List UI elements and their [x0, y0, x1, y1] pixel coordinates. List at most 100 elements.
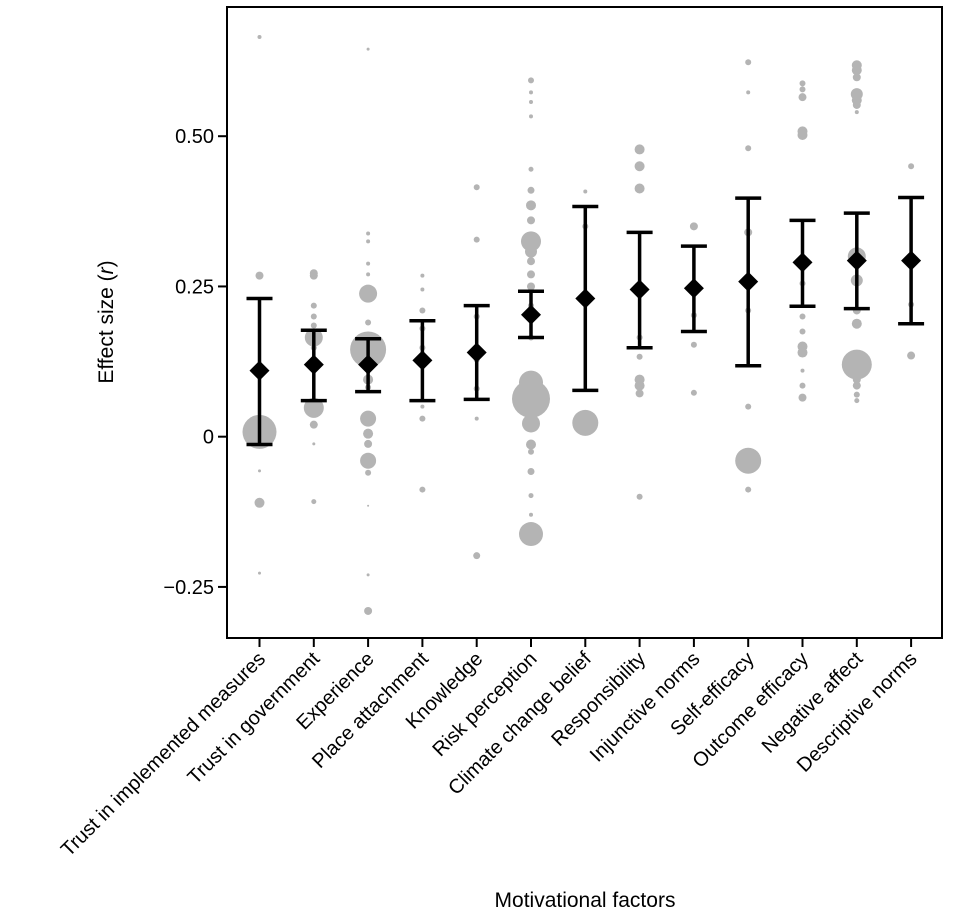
study-point	[365, 469, 372, 476]
study-point	[636, 353, 643, 360]
study-point	[257, 35, 262, 40]
study-point	[303, 397, 324, 418]
study-point	[689, 222, 698, 231]
study-point	[735, 447, 762, 474]
study-point	[690, 389, 697, 396]
study-point	[527, 282, 535, 291]
study-point	[527, 257, 535, 266]
study-point	[852, 100, 861, 109]
y-tick-label: −0.25	[163, 577, 214, 599]
study-point	[360, 452, 377, 469]
study-point	[527, 186, 535, 194]
study-point	[525, 245, 537, 258]
study-point	[528, 493, 534, 499]
study-point	[473, 184, 480, 191]
study-point	[359, 284, 378, 303]
x-axis-title: Motivational factors	[495, 889, 676, 912]
mean-marker	[575, 288, 596, 309]
study-point	[366, 231, 371, 236]
study-point	[473, 552, 481, 560]
study-point	[367, 504, 370, 507]
study-point	[258, 571, 261, 575]
study-point	[852, 375, 861, 384]
study-point	[853, 391, 860, 398]
study-point	[798, 93, 807, 102]
study-point	[745, 59, 752, 66]
mean-marker	[412, 350, 433, 371]
study-points	[242, 35, 918, 615]
study-point	[366, 47, 370, 51]
study-point	[854, 110, 859, 115]
study-point	[583, 189, 588, 194]
study-point	[528, 166, 534, 172]
study-point	[527, 468, 535, 476]
study-point	[745, 145, 752, 152]
study-point	[419, 486, 426, 493]
study-point	[841, 349, 872, 380]
study-point	[529, 512, 533, 517]
study-point	[364, 606, 373, 615]
x-tick-label: Trust in implemented measures	[57, 648, 270, 861]
study-point	[310, 322, 317, 329]
study-point	[634, 380, 645, 391]
study-point	[366, 272, 371, 277]
study-point	[310, 313, 317, 320]
study-point	[799, 313, 806, 320]
study-point	[474, 416, 479, 421]
study-point	[309, 271, 318, 280]
mean-marker	[521, 304, 541, 325]
study-point	[799, 382, 806, 389]
study-point	[311, 499, 317, 505]
study-point	[526, 439, 536, 450]
study-point	[309, 420, 318, 429]
mean-marker	[738, 271, 759, 292]
y-tick-label: 0.50	[175, 126, 214, 148]
study-point	[634, 161, 645, 172]
study-point	[420, 287, 425, 292]
study-point	[254, 497, 265, 508]
y-tick-label: 0.25	[175, 276, 214, 298]
study-point	[528, 77, 534, 84]
study-point	[312, 442, 316, 446]
study-point	[366, 573, 370, 577]
study-point	[521, 231, 541, 252]
mean-marker	[683, 278, 704, 299]
study-point	[419, 415, 426, 422]
study-point	[529, 90, 533, 95]
study-point	[908, 163, 915, 170]
study-point	[797, 130, 808, 141]
study-point	[529, 99, 533, 104]
study-point	[634, 183, 645, 194]
study-point	[528, 448, 534, 455]
study-point	[420, 404, 425, 409]
study-point	[526, 200, 536, 211]
study-point	[360, 410, 377, 427]
study-point	[746, 90, 751, 95]
study-point	[798, 393, 807, 402]
study-point	[800, 368, 805, 373]
study-point	[364, 439, 373, 448]
study-point	[527, 270, 535, 279]
study-point	[529, 114, 533, 119]
study-point	[363, 428, 374, 439]
study-point	[745, 486, 752, 493]
mean-marker	[358, 354, 379, 375]
mean-marker	[466, 342, 487, 363]
study-point	[527, 216, 535, 225]
y-axis: −0.25 0 0.25 0.50	[163, 126, 227, 599]
study-point	[522, 414, 540, 433]
study-point	[854, 398, 860, 404]
y-tick-label: 0	[203, 427, 214, 449]
study-point	[851, 318, 862, 329]
study-point	[572, 409, 599, 436]
mean-marker	[629, 279, 650, 300]
x-tick-label: Responsibility	[547, 648, 650, 751]
study-point	[745, 403, 752, 410]
study-point	[907, 351, 916, 360]
study-point	[852, 73, 861, 82]
study-point	[366, 239, 371, 244]
study-point	[851, 65, 862, 76]
study-point	[634, 144, 645, 155]
study-point	[519, 522, 543, 547]
